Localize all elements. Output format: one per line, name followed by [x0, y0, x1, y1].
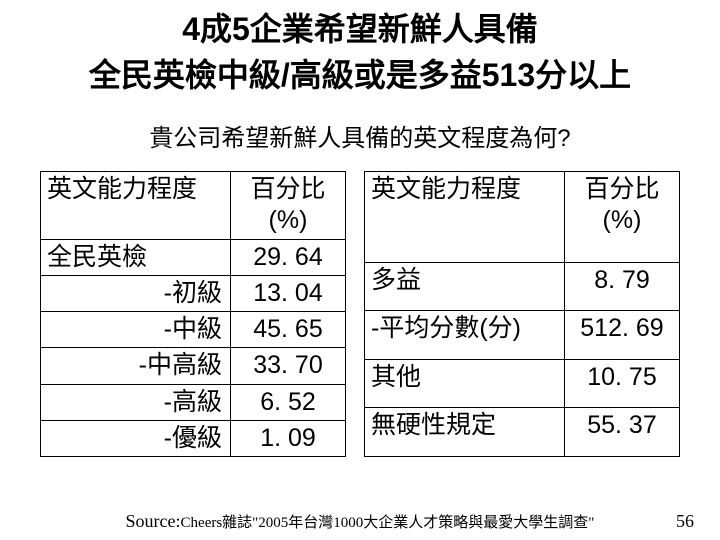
table-header-row: 英文能力程度 百分比(%)	[41, 172, 346, 240]
table-row: -平均分數(分) 512. 69	[365, 311, 680, 360]
table-row: -高級 6. 52	[41, 384, 346, 420]
row-label: -中級	[41, 312, 231, 348]
table-row: -初級 13. 04	[41, 275, 346, 311]
row-value: 13. 04	[231, 275, 346, 311]
source-line: Source:Cheers雜誌"2005年台灣1000大企業人才策略與最愛大學生…	[0, 511, 720, 532]
row-value: 10. 75	[565, 359, 680, 408]
header-cell: 百分比(%)	[231, 172, 346, 240]
row-value: 45. 65	[231, 312, 346, 348]
row-label: 全民英檢	[41, 239, 231, 275]
subtitle: 貴公司希望新鮮人具備的英文程度為何?	[0, 118, 720, 153]
row-value: 8. 79	[565, 262, 680, 311]
row-label: -初級	[41, 275, 231, 311]
row-value: 29. 64	[231, 239, 346, 275]
title-block: 4成5企業希望新鮮人具備 全民英檢中級/高級或是多益513分以上	[0, 0, 720, 96]
row-label: -中高級	[41, 348, 231, 384]
left-table: 英文能力程度 百分比(%) 全民英檢 29. 64 -初級 13. 04 -中級…	[40, 171, 346, 457]
table-row: 其他 10. 75	[365, 359, 680, 408]
header-cell: 百分比(%)	[565, 172, 680, 263]
source-prefix: Source:	[126, 511, 181, 531]
table-row: 無硬性規定 55. 37	[365, 408, 680, 457]
row-label: 多益	[365, 262, 565, 311]
row-label: 其他	[365, 359, 565, 408]
tables-container: 英文能力程度 百分比(%) 全民英檢 29. 64 -初級 13. 04 -中級…	[0, 171, 720, 457]
table-header-row: 英文能力程度 百分比(%)	[365, 172, 680, 263]
right-table: 英文能力程度 百分比(%) 多益 8. 79 -平均分數(分) 512. 69 …	[364, 171, 680, 457]
header-cell: 英文能力程度	[365, 172, 565, 263]
table-row: 全民英檢 29. 64	[41, 239, 346, 275]
row-label: -平均分數(分)	[365, 311, 565, 360]
row-value: 6. 52	[231, 384, 346, 420]
header-cell: 英文能力程度	[41, 172, 231, 240]
page-number: 56	[676, 511, 694, 532]
title-line-2: 全民英檢中級/高級或是多益513分以上	[0, 50, 720, 96]
row-label: -高級	[41, 384, 231, 420]
table-row: -中級 45. 65	[41, 312, 346, 348]
table-row: -優級 1. 09	[41, 420, 346, 456]
row-value: 512. 69	[565, 311, 680, 360]
table-row: 多益 8. 79	[365, 262, 680, 311]
source-text: Cheers雜誌"2005年台灣1000大企業人才策略與最愛大學生調查"	[181, 515, 595, 531]
row-value: 1. 09	[231, 420, 346, 456]
title-line-1: 4成5企業希望新鮮人具備	[0, 4, 720, 50]
table-row: -中高級 33. 70	[41, 348, 346, 384]
row-label: -優級	[41, 420, 231, 456]
row-label: 無硬性規定	[365, 408, 565, 457]
row-value: 55. 37	[565, 408, 680, 457]
row-value: 33. 70	[231, 348, 346, 384]
